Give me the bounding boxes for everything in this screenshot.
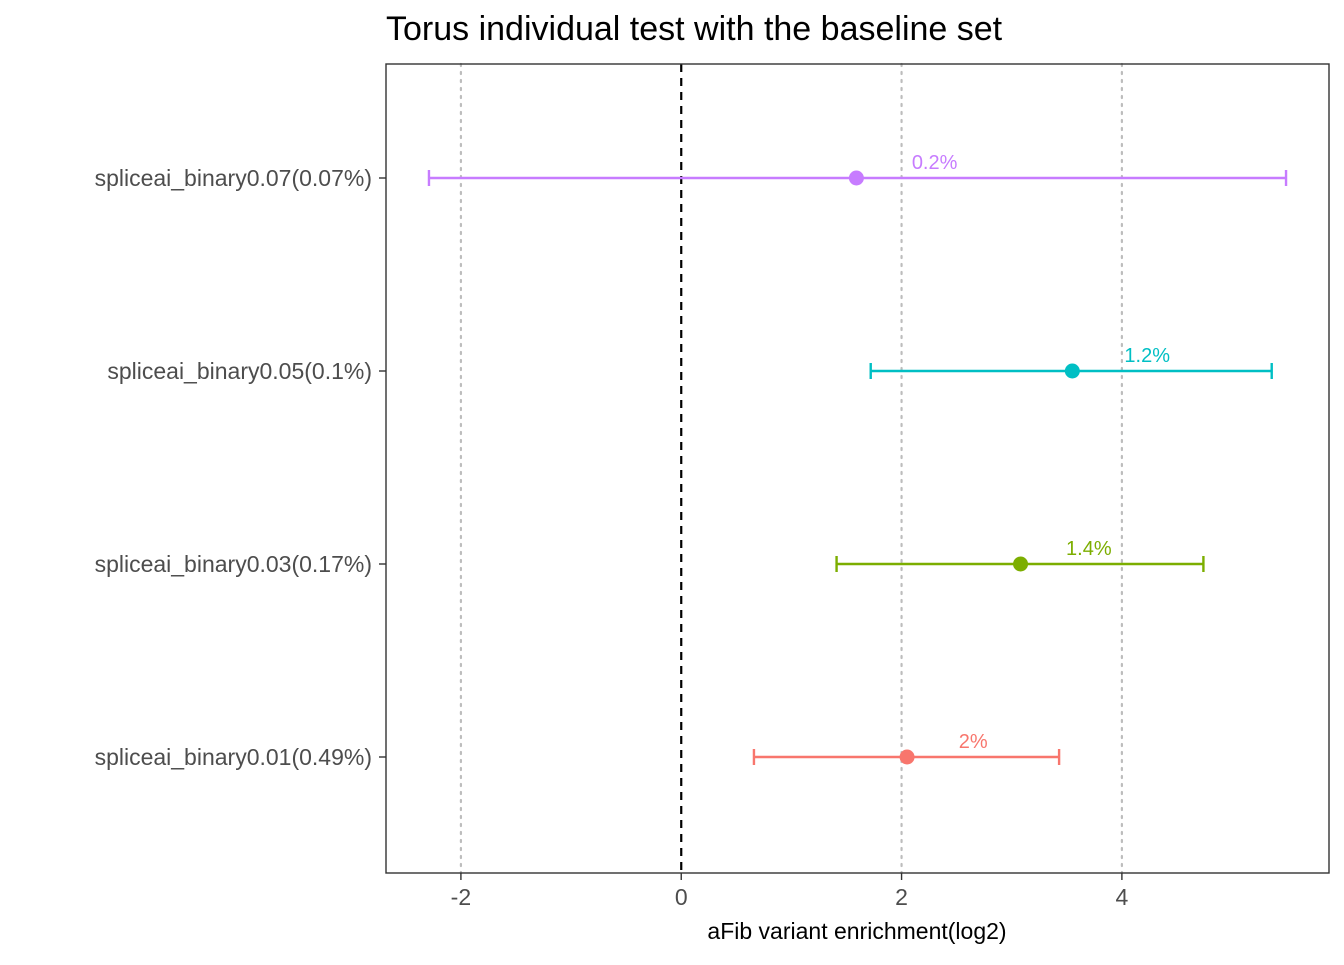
series-row: 1.4% xyxy=(835,538,1205,572)
chart-title: Torus individual test with the baseline … xyxy=(386,10,1003,48)
x-tick-label: -2 xyxy=(451,884,471,910)
y-tick-label: spliceai_binary0.03(0.17%) xyxy=(95,551,372,577)
series-row: 1.2% xyxy=(869,345,1273,379)
percent-label: 1.4% xyxy=(1066,538,1112,560)
x-axis-title: aFib variant enrichment(log2) xyxy=(707,918,1006,944)
point-estimate xyxy=(1013,556,1029,572)
plot-panel-border xyxy=(385,63,1330,874)
point-estimate xyxy=(848,170,864,186)
x-tick-label: 4 xyxy=(1115,884,1128,910)
percent-label: 1.2% xyxy=(1124,345,1170,367)
series-row: 2% xyxy=(752,731,1061,765)
percent-label: 0.2% xyxy=(912,152,958,174)
series-row: 0.2% xyxy=(427,152,1288,186)
x-tick-label: 2 xyxy=(895,884,908,910)
y-tick-label: spliceai_binary0.07(0.07%) xyxy=(95,165,372,191)
percent-label: 2% xyxy=(959,731,988,753)
y-tick-label: spliceai_binary0.01(0.49%) xyxy=(95,744,372,770)
x-tick-label: 0 xyxy=(675,884,688,910)
y-tick-label: spliceai_binary0.05(0.1%) xyxy=(107,358,372,384)
axis-layer: -2 0 2 4 spliceai_binary0.01(0.49%) spliceai_… xyxy=(95,165,1129,910)
point-estimate xyxy=(899,749,915,765)
series-layer: 2% 1.4% 1.2% 0.2% xyxy=(427,152,1288,765)
point-estimate xyxy=(1064,363,1080,379)
grid-layer xyxy=(459,62,1123,875)
